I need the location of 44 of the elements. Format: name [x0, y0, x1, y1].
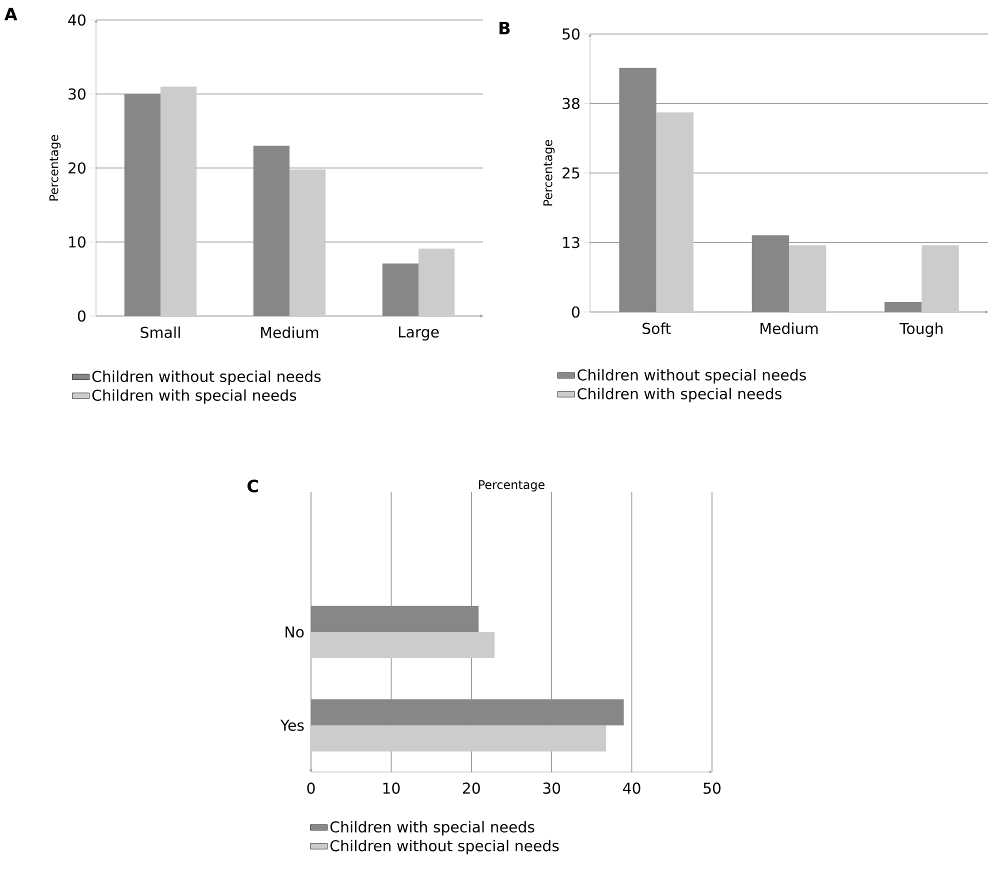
x-tick-label: Tough — [900, 322, 943, 337]
y-tick-label: 13 — [563, 236, 580, 248]
y-tick-label: 50 — [562, 28, 580, 40]
x-tick-label: Medium — [760, 322, 818, 334]
x-tick-label: 20 — [462, 782, 480, 794]
x-axis-title: Percentage — [479, 480, 544, 492]
legend-label: Children with special needs — [92, 389, 296, 404]
y-tick-label: 0 — [78, 310, 86, 322]
y-tick-label: 38 — [562, 98, 580, 110]
bar — [418, 248, 455, 316]
y-tick-label: 25 — [562, 167, 580, 179]
legend-label: Children without special needs — [92, 370, 321, 385]
y-tick-label: Yes — [280, 720, 304, 731]
y-tick-label: 10 — [69, 236, 86, 248]
x-tick-label: 30 — [543, 782, 560, 794]
y-tick-label: 30 — [68, 88, 86, 100]
bar — [160, 86, 197, 316]
bar — [922, 245, 959, 312]
x-tick-label: 0 — [307, 782, 315, 794]
x-tick-label: Small — [140, 326, 180, 338]
x-tick-label: Soft — [642, 322, 671, 334]
x-tick-label: 10 — [383, 782, 400, 794]
bar — [789, 245, 826, 312]
y-tick-label: 20 — [68, 162, 86, 174]
y-axis-title: Percentage — [49, 134, 61, 200]
bar — [311, 725, 606, 752]
x-tick-label: 40 — [623, 782, 640, 794]
x-tick-label: 50 — [704, 782, 721, 794]
y-tick-label: No — [286, 626, 304, 638]
y-tick-label: 40 — [68, 14, 86, 26]
chart-title: C — [247, 480, 258, 492]
y-tick-label: 0 — [572, 306, 580, 318]
y-axis-title: Percentage — [543, 140, 555, 206]
legend-label: Children without special needs — [578, 369, 806, 384]
bar — [290, 169, 326, 316]
chart-title: A — [4, 8, 18, 20]
legend-label: Children with special needs — [330, 821, 534, 836]
legend-label: Children without special needs — [330, 840, 559, 854]
bar — [311, 632, 495, 658]
chart-title: B — [500, 22, 510, 34]
x-tick-label: Large — [398, 326, 439, 341]
bar — [656, 112, 694, 312]
x-tick-label: Medium — [261, 326, 318, 338]
legend-label: Children with special needs — [578, 388, 782, 402]
